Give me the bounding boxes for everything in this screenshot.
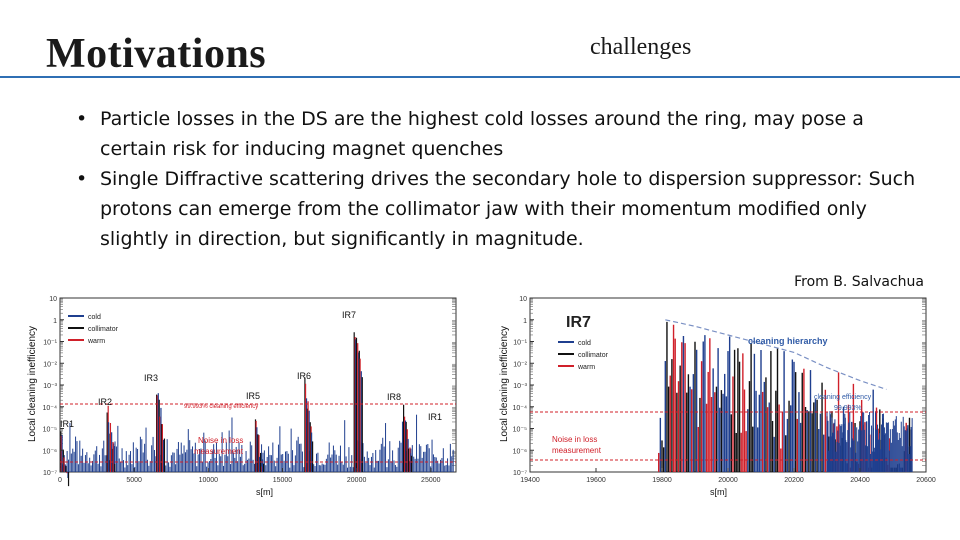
label-ir7: IR7 bbox=[342, 310, 356, 320]
x-tick-label: 20200 bbox=[784, 477, 804, 484]
noise-annotation-line1: Noise in loss bbox=[198, 436, 243, 445]
hierarchy-envelope bbox=[665, 319, 887, 390]
x-tick-label: 0 bbox=[58, 477, 62, 484]
y-tick-label: 10⁻² bbox=[43, 361, 57, 368]
y-tick-label: 10⁻¹ bbox=[513, 340, 527, 347]
x-tick-label: 20000 bbox=[347, 477, 367, 484]
title-underline bbox=[0, 76, 960, 78]
page-subtitle: challenges bbox=[590, 34, 692, 60]
x-tick-label: 19600 bbox=[586, 477, 606, 484]
bullet-item: • Single Diffractive scattering drives th… bbox=[76, 164, 916, 254]
efficiency-annotation: 99.993% cleaning efficiency bbox=[184, 404, 258, 410]
y-tick-label: 10⁻⁶ bbox=[513, 448, 527, 455]
label-ir7: IR7 bbox=[566, 314, 591, 331]
bullet-dot: • bbox=[76, 168, 88, 190]
y-tick-label: 10 bbox=[519, 296, 527, 303]
bullet-dot: • bbox=[76, 108, 88, 130]
y-axis-label: Local cleaning inefficiency bbox=[27, 326, 38, 442]
bullet-item: • Particle losses in the DS are the highe… bbox=[76, 104, 916, 164]
x-axis-label: s[m] bbox=[710, 487, 727, 497]
y-tick-label: 10⁻⁴ bbox=[513, 405, 528, 412]
source-credit: From B. Salvachua bbox=[794, 274, 924, 290]
bullet-list: • Particle losses in the DS are the highe… bbox=[76, 104, 916, 254]
legend-label-cold: cold bbox=[88, 314, 101, 321]
y-tick-label: 10⁻⁷ bbox=[513, 470, 527, 477]
noise-annotation-line2: measurement bbox=[194, 447, 244, 456]
noise-annotation-line2: measurement bbox=[552, 446, 602, 455]
x-tick-label: 19800 bbox=[652, 477, 672, 484]
legend-label-warm: warm bbox=[87, 338, 105, 345]
label-ir1-right: IR1 bbox=[428, 412, 442, 422]
y-axis-label: Local cleaning inefficiency bbox=[499, 326, 510, 442]
legend-label-cold: cold bbox=[578, 340, 591, 347]
legend: cold collimator warm bbox=[558, 340, 609, 371]
noise-annotation-line1: Noise in loss bbox=[552, 435, 597, 444]
y-tick-label: 10⁻⁵ bbox=[513, 427, 527, 434]
efficiency-value-annotation: 99.993% bbox=[834, 405, 862, 412]
page-title: Motivations bbox=[46, 31, 267, 77]
cleaning-efficiency-annotation: cleaning efficiency bbox=[814, 394, 872, 401]
y-tick-label: 10⁻² bbox=[513, 361, 527, 368]
legend-label-collimator: collimator bbox=[578, 352, 609, 359]
y-tick-label: 10⁻³ bbox=[43, 383, 57, 390]
x-tick-label: 10000 bbox=[199, 477, 219, 484]
loss-map-full-ring: 10 1 10⁻¹ 10⁻² 10⁻³ 10⁻⁴ 10⁻⁵ 10⁻⁶ 10⁻⁷ 0 5000 100… bbox=[27, 296, 457, 497]
y-tick-label: 10⁻⁴ bbox=[43, 405, 58, 412]
label-ir8: IR8 bbox=[387, 392, 401, 402]
legend: cold collimator warm bbox=[68, 314, 119, 345]
label-ir1-left: IR1 bbox=[60, 419, 74, 429]
label-ir6: IR6 bbox=[297, 371, 311, 381]
x-tick-label: 15000 bbox=[273, 477, 293, 484]
y-tick-label: 10⁻¹ bbox=[43, 340, 57, 347]
x-tick-label: 19400 bbox=[520, 477, 540, 484]
y-tick-label: 1 bbox=[523, 318, 527, 325]
legend-label-collimator: collimator bbox=[88, 326, 119, 333]
label-ir3: IR3 bbox=[144, 373, 158, 383]
cleaning-hierarchy-annotation: cleaning hierarchy bbox=[748, 336, 828, 346]
y-tick-label: 1 bbox=[53, 318, 57, 325]
x-tick-label: 5000 bbox=[126, 477, 142, 484]
y-tick-label: 10⁻⁷ bbox=[43, 470, 57, 477]
y-tick-label: 10⁻⁵ bbox=[43, 427, 57, 434]
label-ir5: IR5 bbox=[246, 391, 260, 401]
x-tick-label: 20000 bbox=[718, 477, 738, 484]
loss-map-ir7-zoom: 10 1 10⁻¹ 10⁻² 10⁻³ 10⁻⁴ 10⁻⁵ 10⁻⁶ 10⁻⁷ 19400 196… bbox=[499, 296, 936, 497]
y-tick-label: 10⁻³ bbox=[513, 383, 527, 390]
x-axis-label: s[m] bbox=[256, 487, 273, 497]
x-tick-label: 25000 bbox=[421, 477, 441, 484]
x-tick-label: 20400 bbox=[850, 477, 870, 484]
legend-label-warm: warm bbox=[577, 364, 595, 371]
label-ir2: IR2 bbox=[98, 397, 112, 407]
bullet-text: Particle losses in the DS are the highes… bbox=[100, 108, 864, 160]
bullet-text: Single Diffractive scattering drives the… bbox=[100, 168, 916, 250]
y-tick-label: 10 bbox=[49, 296, 57, 303]
x-tick-label: 20600 bbox=[916, 477, 936, 484]
y-tick-label: 10⁻⁶ bbox=[43, 448, 57, 455]
